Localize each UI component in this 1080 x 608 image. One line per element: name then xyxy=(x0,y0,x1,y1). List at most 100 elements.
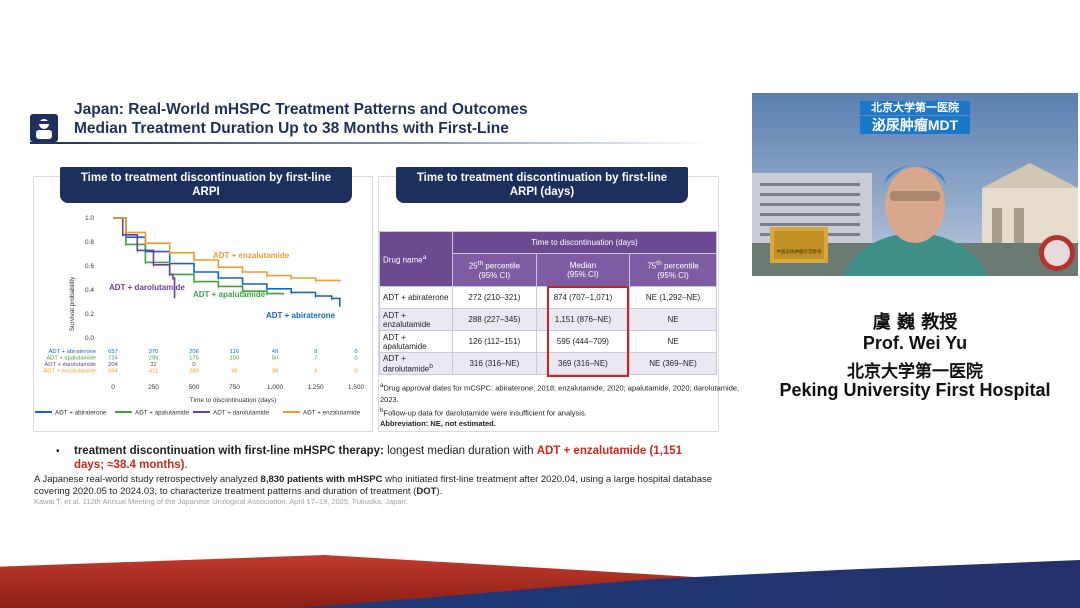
speaker-name-en: Prof. Wei Yu xyxy=(862,333,968,353)
reference: Kawai T, et al. 112th Annual Meeting of … xyxy=(34,497,408,506)
table-header-line1: Time to treatment discontinuation by fir… xyxy=(416,172,668,184)
km-header-line1: Time to treatment discontinuation by fir… xyxy=(80,172,332,184)
y-tick-label: 0.6 xyxy=(85,263,94,270)
risk-table-value: 299 xyxy=(149,356,159,362)
risk-table-label: ADT + enzalutamide xyxy=(43,369,96,375)
x-tick-label: 1,000 xyxy=(267,384,284,391)
risk-table-value: 411 xyxy=(149,369,158,375)
risk-table-value: 95 xyxy=(231,369,237,375)
speaker-hospital-cn: 北京大学第一医院 xyxy=(847,362,983,382)
km-series-annotation: ADT + darolutamide xyxy=(109,283,185,292)
y-tick-label: 0.0 xyxy=(85,335,94,342)
risk-table-value: 0 xyxy=(354,356,357,362)
banner-line2: 泌尿肿瘤MDT xyxy=(860,116,970,134)
row-median: 369 (316–NE) xyxy=(535,352,631,375)
y-tick-label: 0.2 xyxy=(85,311,94,318)
risk-table-value: 175 xyxy=(189,356,199,362)
row-p75: NE xyxy=(629,330,717,353)
median-highlight-box xyxy=(547,286,629,377)
km-series-annotation: ADT + enzalutamide xyxy=(213,251,290,260)
km-series-annotation: ADT + apalutamide xyxy=(193,290,266,299)
slide-title-line1: Japan: Real-World mHSPC Treatment Patter… xyxy=(74,101,528,118)
table-row: ADT + apalutamide 126 (112–151) 595 (444… xyxy=(379,330,717,353)
note-b: bFollow-up data for darolutamide were in… xyxy=(380,406,587,418)
table-header-line2: ARPI (days) xyxy=(509,186,575,198)
row-p75: NE xyxy=(629,308,717,331)
col-p75: 75th percentile (95% CI) xyxy=(629,253,717,287)
table-row: ADT + enzalutamide 288 (227–345) 1,151 (… xyxy=(379,308,717,331)
slide-title: Japan: Real-World mHSPC Treatment Patter… xyxy=(74,100,528,138)
x-tick-label: 500 xyxy=(189,384,200,391)
legend-label: ADT + apalutamide xyxy=(135,410,189,417)
table-header: Time to treatment discontinuation by fir… xyxy=(396,167,688,203)
risk-table-value: 50 xyxy=(272,356,278,362)
risk-table-value: 0 xyxy=(354,349,357,355)
risk-table-value: 100 xyxy=(230,356,240,362)
presenter-icon xyxy=(30,114,58,142)
webcam-plaque-text: 中国泌尿肿瘤示范教育 xyxy=(776,249,822,254)
x-tick-label: 250 xyxy=(148,384,159,391)
risk-table-value: 116 xyxy=(230,349,239,355)
risk-table-value: 0 xyxy=(192,362,195,368)
row-drug: ADT + darolutamideb xyxy=(379,352,453,375)
col-median: Median (95% CI) xyxy=(535,253,631,287)
risk-table-value: 49 xyxy=(272,349,278,355)
legend-label: ADT + abiraterone xyxy=(55,410,107,417)
row-median: 1,151 (876–NE) xyxy=(535,308,631,331)
banner-line1: 北京大学第一医院 xyxy=(860,101,970,115)
risk-table-value: 724 xyxy=(108,356,118,362)
km-header-line2: ARPI xyxy=(192,186,220,198)
risk-table-value: 3 xyxy=(314,369,317,375)
legend-label: ADT + darolutamide xyxy=(213,410,270,417)
row-p75: NE (1,292–NE) xyxy=(629,286,717,309)
risk-table-value: 7 xyxy=(314,356,317,362)
risk-table-value: 370 xyxy=(149,349,159,355)
note-abbreviation: Abbreviation: NE, not estimated. xyxy=(380,419,496,428)
x-tick-label: 1,250 xyxy=(307,384,324,391)
risk-table-value: 204 xyxy=(108,362,118,368)
row-drug: ADT + enzalutamide xyxy=(379,308,453,331)
row-p75: NE (369–NE) xyxy=(629,352,717,375)
risk-table-value: 657 xyxy=(108,349,118,355)
study-description: A Japanese real-world study retrospectiv… xyxy=(34,474,713,497)
km-series-annotation: ADT + abiraterone xyxy=(266,311,336,320)
row-p25: 126 (112–151) xyxy=(452,330,537,353)
title-divider xyxy=(30,142,710,144)
note-a: aDrug approval dates for mCSPC: abirater… xyxy=(380,382,740,404)
table-row: ADT + abiraterone 272 (210–321) 874 (707… xyxy=(379,286,717,309)
risk-table-value: 206 xyxy=(189,349,199,355)
risk-table-value: 32 xyxy=(150,362,156,368)
col-p25: 25th percentile (95% CI) xyxy=(452,253,537,287)
x-tick-label: 1,500 xyxy=(348,384,365,391)
col-drug-name: Drug namea xyxy=(379,231,453,287)
km-chart-panel xyxy=(33,176,373,432)
risk-table-value: 289 xyxy=(189,369,199,375)
row-drug: ADT + apalutamide xyxy=(379,330,453,353)
row-drug: ADT + abiraterone xyxy=(379,286,453,309)
key-finding-bullet: treatment discontinuation with first-lin… xyxy=(74,445,683,471)
row-p25: 316 (316–NE) xyxy=(452,352,537,375)
slide-title-line2: Median Treatment Duration Up to 38 Month… xyxy=(74,120,509,137)
risk-table-label: ADT + abiraterone xyxy=(49,349,96,355)
discontinuation-table: Drug namea Time to discontinuation (days… xyxy=(379,231,717,375)
legend-label: ADT + enzalutamide xyxy=(303,410,361,417)
x-tick-label: 750 xyxy=(229,384,240,391)
risk-table-label: ADT + darolutamide xyxy=(44,362,96,368)
webcam-banner: 北京大学第一医院 泌尿肿瘤MDT xyxy=(860,101,970,134)
col-group-header: Time to discontinuation (days) xyxy=(452,231,717,254)
risk-table-value: 594 xyxy=(108,369,118,375)
speaker-webcam: 北京大学第一医院 泌尿肿瘤MDT 中国泌尿肿瘤示范教育 xyxy=(752,93,1078,276)
row-p25: 288 (227–345) xyxy=(452,308,537,331)
y-tick-label: 0.8 xyxy=(85,239,94,246)
table-row: ADT + darolutamideb 316 (316–NE) 369 (31… xyxy=(379,352,717,375)
y-tick-label: 1.0 xyxy=(85,215,94,222)
y-tick-label: 0.4 xyxy=(85,287,94,294)
risk-table-value: 0 xyxy=(354,369,357,375)
bullet-dot: • xyxy=(56,446,60,457)
row-p25: 272 (210–321) xyxy=(452,286,537,309)
risk-table-value: 38 xyxy=(272,369,278,375)
speaker-name-cn: 虞 巍 教授 xyxy=(872,312,958,333)
table-notes: aDrug approval dates for mCSPC: abirater… xyxy=(380,380,740,429)
x-tick-label: 0 xyxy=(111,384,115,391)
km-x-axis-label: Time to discontinuation (days) xyxy=(190,397,276,404)
